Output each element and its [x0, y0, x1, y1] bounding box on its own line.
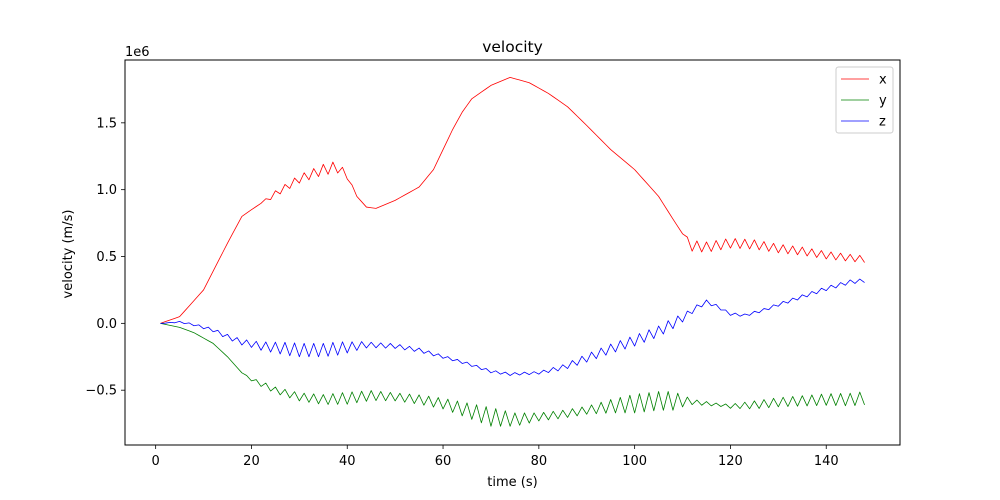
y-tick-label: 0.5	[96, 250, 117, 265]
x-tick-label: 100	[622, 454, 647, 469]
x-tick-label: 140	[814, 454, 839, 469]
legend-label-z: z	[879, 115, 886, 130]
x-tick-label: 20	[243, 454, 260, 469]
x-tick-label: 0	[152, 454, 160, 469]
y-offset-label: 1e6	[125, 45, 150, 60]
axes: 0 20 40 60 80 100 120 140 −0.5 0.0 0.5 1.0 1.5	[85, 59, 901, 469]
y-tick-label: −0.5	[85, 384, 117, 399]
x-tick-label: 40	[339, 454, 356, 469]
series-line-x	[160, 76, 865, 324]
series-line-z	[160, 278, 865, 376]
x-tick-label: 120	[718, 454, 743, 469]
axes-frame	[124, 59, 901, 446]
x-tick-label: 60	[435, 454, 452, 469]
y-tick-label: 0.0	[96, 317, 117, 332]
plot-area	[160, 76, 865, 427]
chart-title: velocity	[482, 38, 543, 56]
y-tick-label: 1.5	[96, 116, 117, 131]
legend-label-x: x	[879, 73, 887, 88]
x-axis-title: time (s)	[487, 475, 537, 490]
series-line-y	[160, 322, 865, 427]
x-tick-label: 80	[531, 454, 548, 469]
legend: xyz	[835, 66, 894, 134]
legend-label-y: y	[879, 94, 887, 109]
y-tick-label: 1.0	[96, 183, 117, 198]
y-axis-title: velocity (m/s)	[61, 210, 76, 299]
